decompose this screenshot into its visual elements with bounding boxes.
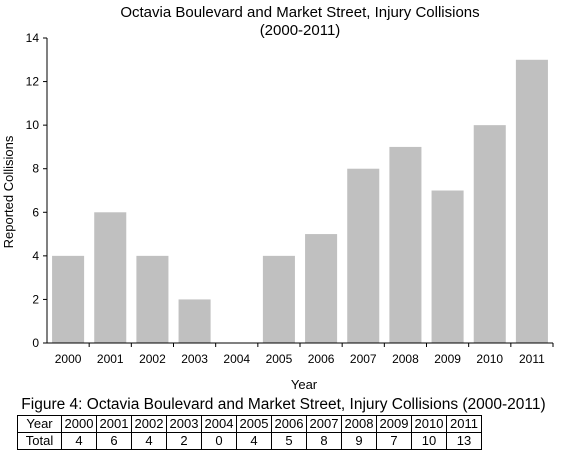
x-axis-title: Year — [291, 377, 318, 392]
table-cell-year: 2001 — [96, 415, 132, 433]
bar-2001 — [94, 212, 127, 343]
y-tick-label: 4 — [32, 249, 39, 263]
table-cell-year: 2005 — [236, 415, 272, 433]
table-cell-year: 2011 — [446, 415, 482, 433]
bars — [52, 59, 548, 344]
x-tick-label: 2002 — [139, 352, 166, 366]
table-cell-year: 2007 — [306, 415, 342, 433]
table-cell-total: 4 — [131, 432, 167, 450]
x-tick-label: 2011 — [519, 352, 545, 366]
x-tick-label: 2003 — [181, 352, 208, 366]
table-cell-total: 13 — [446, 432, 482, 450]
figure-caption: Figure 4: Octavia Boulevard and Market S… — [21, 396, 546, 413]
x-tick-label: 2000 — [55, 352, 82, 366]
table-cell-year: 2002 — [131, 415, 167, 433]
table-cell-year: 2008 — [341, 415, 377, 433]
bar-2006 — [305, 234, 338, 343]
y-tick-label: 10 — [26, 118, 40, 132]
table-cell-total: 2 — [166, 432, 202, 450]
bar-2005 — [262, 255, 295, 343]
table-cell-total: 10 — [411, 432, 447, 450]
table-cell-total: 9 — [341, 432, 377, 450]
x-tick-label: 2004 — [223, 352, 250, 366]
table-cell-year: 2009 — [376, 415, 412, 433]
table-cell-total: 0 — [201, 432, 237, 450]
table-cell-year: 2000 — [61, 415, 97, 433]
y-tick-label: 12 — [26, 75, 40, 89]
x-tick-label: 2009 — [434, 352, 461, 366]
y-tick-label: 14 — [26, 31, 40, 45]
bar-2007 — [347, 168, 380, 343]
table-cell-year: 2010 — [411, 415, 447, 433]
chart-title-line1: Octavia Boulevard and Market Street, Inj… — [120, 4, 479, 21]
bar-2009 — [431, 190, 464, 343]
bar-2000 — [52, 255, 85, 343]
table-cell-total: 5 — [271, 432, 307, 450]
chart-title-line2: (2000-2011) — [260, 22, 341, 39]
table-row-year: Year 2000 2001 2002 2003 2004 2005 2006 2007 200… — [17, 415, 482, 433]
table-cell-total: 6 — [96, 432, 132, 450]
x-tick-label: 2010 — [476, 352, 503, 366]
bar-2010 — [473, 125, 506, 344]
y-tick-label: 6 — [32, 205, 39, 219]
bar-2011 — [515, 59, 548, 344]
table-cell-year: 2003 — [166, 415, 202, 433]
table-cell-total: 8 — [306, 432, 342, 450]
x-tick-label: 2008 — [392, 352, 419, 366]
x-tick-label: 2005 — [266, 352, 293, 366]
x-tick-label: 2007 — [350, 352, 377, 366]
bar-2002 — [136, 255, 169, 343]
table-cell-year: 2006 — [271, 415, 307, 433]
x-tick-label: 2001 — [97, 352, 124, 366]
y-tick-label: 0 — [32, 336, 39, 350]
bar-chart: Octavia Boulevard and Market Street, Inj… — [1, 4, 554, 392]
y-axis-title: Reported Collisions — [1, 135, 16, 248]
data-table: Year 2000 2001 2002 2003 2004 2005 2006 2007 200… — [17, 415, 482, 450]
x-tick-label: 2006 — [308, 352, 335, 366]
x-axis-ticks: 2000 2001 2002 2003 2004 2005 2006 2007 2008 2009… — [55, 343, 554, 366]
y-axis-ticks: 0 2 4 6 8 10 12 14 — [26, 31, 47, 350]
y-tick-label: 8 — [32, 162, 39, 176]
table-cell-total: 4 — [236, 432, 272, 450]
row-label-total: Total — [17, 432, 62, 450]
table-row-total: Total 4 6 4 2 0 4 5 8 9 7 10 13 — [17, 432, 482, 450]
bar-2008 — [389, 146, 422, 343]
table-cell-year: 2004 — [201, 415, 237, 433]
table-cell-total: 7 — [376, 432, 412, 450]
y-tick-label: 2 — [32, 292, 39, 306]
table-cell-total: 4 — [61, 432, 97, 450]
bar-2003 — [178, 299, 211, 343]
row-label-year: Year — [17, 415, 62, 433]
